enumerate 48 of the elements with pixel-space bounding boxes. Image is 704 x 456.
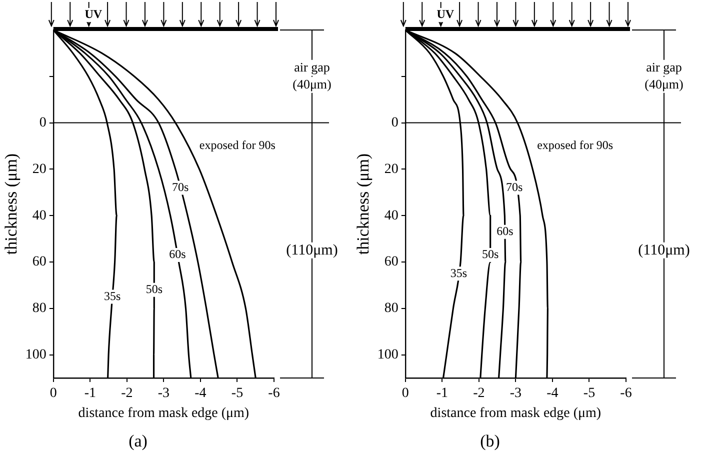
x-tick-label: -5 [231,386,244,402]
text: (110μm) [638,242,690,258]
y-tick-label: 100 [25,347,46,362]
x-tick-label: -6 [620,386,632,402]
x-tick-label: -6 [268,386,280,402]
x-tick-label: -5 [583,386,596,402]
series-label: exposed for 90s [199,138,276,152]
series-label: 70s [506,180,524,194]
x-tick-label: 0 [50,386,57,402]
series-label: 70s [172,180,189,194]
text: air gap (40μm) [292,59,332,92]
x-tick-label: -3 [510,386,522,402]
series-label: 60s [496,224,514,238]
x-tick-label: -1 [436,386,448,402]
y-tick-label: 60 [32,254,46,270]
x-tick-label: 0 [402,386,409,402]
text: air gap (40μm) [644,59,684,92]
y-tick-label: 0 [39,115,46,130]
text: (b) [480,431,500,450]
text: (110μm) [286,242,338,258]
y-tick-label: 20 [384,162,398,177]
series-label: 35s [104,288,121,303]
y-tick-label: 0 [391,115,398,130]
series-label: 35s [450,266,468,280]
y-axis-title: thickness (μm) [354,153,373,255]
x-tick-label: -1 [84,386,96,402]
text: (a) [128,431,148,450]
y-tick-label: 40 [32,208,46,224]
y-tick-label: 80 [384,301,398,316]
x-tick-label: -2 [473,386,485,402]
x-axis-title: distance from mask edge (μm) [430,406,602,421]
series-label: 60s [169,247,186,262]
x-tick-label: -4 [546,386,558,402]
text: UV [84,7,102,22]
x-tick-label: -2 [121,386,133,402]
y-tick-label: 60 [384,254,398,270]
x-tick-label: -3 [158,386,170,402]
series-label: 50s [146,282,163,296]
x-tick-label: -4 [194,386,206,402]
y-tick-label: 100 [377,347,398,362]
series-label: exposed for 90s [537,138,614,152]
text: UV [436,7,454,22]
series-label: 50s [482,247,499,262]
x-axis-title: distance from mask edge (μm) [78,406,250,421]
y-tick-label: 80 [32,301,46,316]
y-axis-title: thickness (μm) [2,153,21,255]
y-tick-label: 40 [384,208,398,224]
y-tick-label: 20 [32,162,46,177]
